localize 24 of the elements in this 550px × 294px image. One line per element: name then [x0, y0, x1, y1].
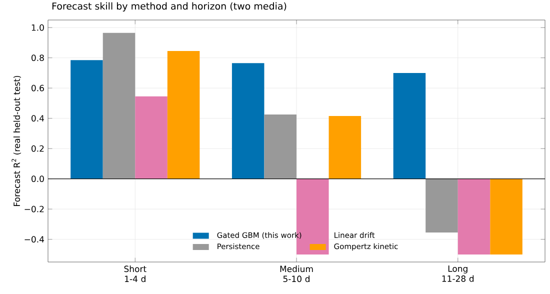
y-tick-label: 0.8	[32, 54, 44, 62]
y-tick-label: 0.0	[32, 176, 44, 182]
y-tick-label: 0.2	[32, 145, 44, 152]
chart-title: Forecast skill by method and horizon (two media)	[52, 2, 286, 12]
bar	[393, 72, 426, 179]
y-tick-label: 1.0	[32, 24, 44, 31]
bar	[102, 32, 136, 179]
bar	[426, 178, 458, 233]
y-tick-label: −0.4	[24, 236, 44, 243]
bar	[328, 116, 362, 179]
y-axis-title: Forecast R$^{2}$ (real held-out test)	[12, 76, 22, 206]
bar	[232, 63, 264, 179]
y-tick-label: 0.6	[32, 84, 44, 92]
bar	[135, 96, 168, 179]
x-tick-label: Long 11-28 d	[442, 266, 474, 282]
bar	[490, 178, 522, 254]
x-tick-label: Short 1-4 d	[124, 266, 146, 282]
bar	[70, 60, 103, 179]
y-tick-label: 0.4	[32, 115, 44, 122]
bar	[458, 178, 490, 254]
x-tick-label: Medium 5-10 d	[280, 266, 313, 282]
bar	[167, 51, 200, 179]
bar	[264, 114, 297, 179]
y-tick-label: −0.2	[24, 206, 44, 212]
